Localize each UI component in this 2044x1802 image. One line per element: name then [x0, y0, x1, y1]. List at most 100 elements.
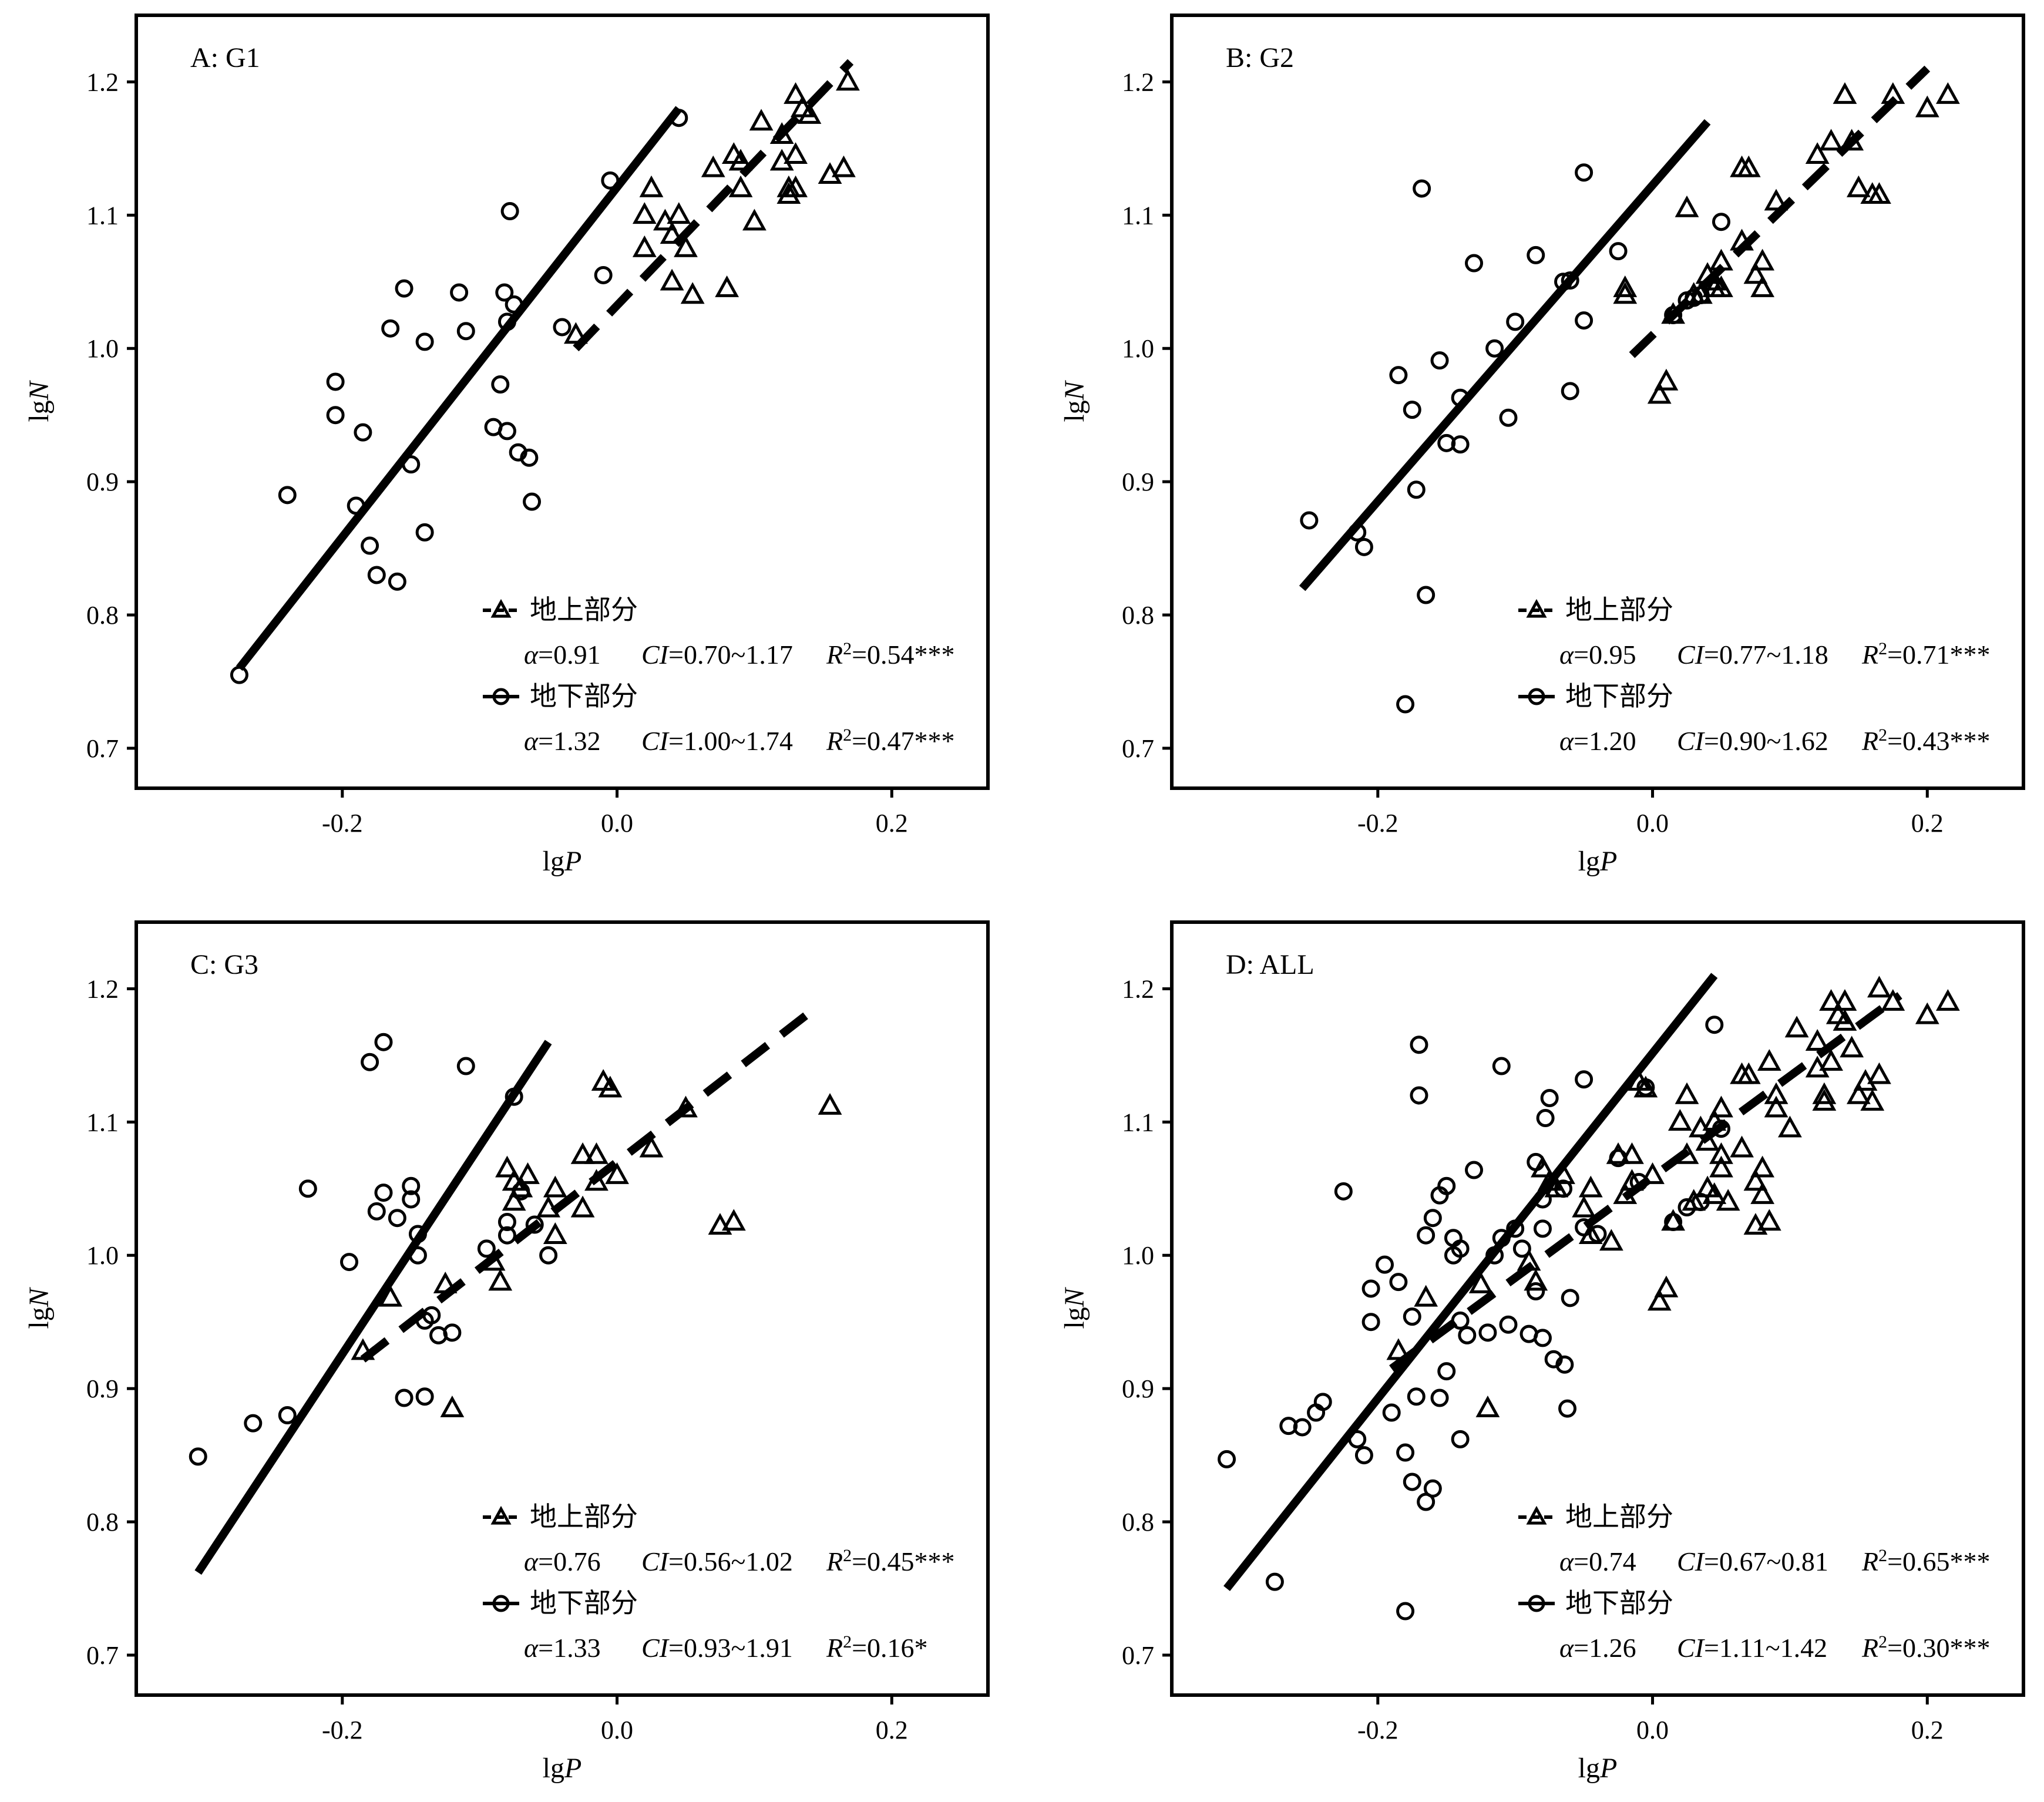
triangle-point — [1599, 1229, 1623, 1251]
y-tick-label: 1.1 — [86, 1108, 119, 1137]
circle-point — [1403, 1307, 1421, 1326]
triangle-point — [378, 1285, 403, 1307]
triangle-point — [1846, 175, 1871, 197]
circle-point — [278, 1406, 297, 1425]
legend-label: 地上部分 — [530, 595, 638, 625]
circle-point — [374, 1184, 393, 1202]
legend-label: 地上部分 — [530, 1502, 638, 1532]
triangle-point — [1935, 82, 1960, 104]
circle-point — [1609, 242, 1628, 261]
circle-point — [1561, 382, 1579, 401]
x-tick-label: 0.0 — [1636, 1716, 1669, 1744]
circle-point — [1465, 254, 1484, 273]
triangle-point — [1743, 262, 1768, 284]
x-axis-label: lgP — [543, 1753, 582, 1784]
y-axis-label: lgN — [1059, 379, 1090, 422]
circle-point — [1293, 1418, 1312, 1437]
triangle-point — [1743, 1213, 1768, 1235]
triangle-point — [836, 69, 860, 91]
circle-point — [1403, 1472, 1421, 1491]
stat-alpha: α=1.32 — [524, 726, 601, 756]
circle-point — [553, 318, 571, 337]
series-aboveground — [1386, 976, 1960, 1417]
triangle-point — [1778, 1115, 1802, 1138]
circle-point — [523, 492, 542, 511]
y-tick-label: 1.0 — [86, 1241, 119, 1270]
triangle-point — [1812, 1089, 1837, 1111]
circle-point — [388, 1209, 406, 1228]
y-tick-label: 0.9 — [1122, 468, 1154, 496]
circle-point — [1313, 1393, 1332, 1411]
circle-point — [512, 1182, 530, 1201]
circle-point — [500, 202, 519, 221]
circle-point — [539, 1246, 558, 1265]
triangle-point — [516, 1162, 540, 1184]
circle-point — [1558, 1399, 1577, 1418]
circle-point — [594, 265, 613, 284]
legend: 地上部分 α=0.91 CI=0.70~1.17 R2=0.54*** 地下部分 α=1.… — [483, 595, 955, 756]
y-tick-label: 0.8 — [86, 1508, 119, 1537]
triangle-point — [1846, 1082, 1871, 1104]
circle-point — [1389, 366, 1408, 385]
circle-point — [422, 1306, 441, 1324]
circle-point — [1403, 401, 1421, 419]
circle-point — [278, 486, 297, 505]
circle-point — [415, 523, 434, 542]
triangle-point — [1935, 989, 1960, 1011]
circle-point — [1575, 1070, 1593, 1089]
circle-point — [1506, 312, 1525, 331]
triangle-point — [1709, 1095, 1733, 1118]
circle-point — [1389, 1273, 1408, 1292]
dashed-fit-line — [573, 59, 854, 352]
y-tick-label: 1.1 — [86, 201, 119, 230]
triangle-point — [1915, 1002, 1939, 1024]
circle-point — [1396, 695, 1415, 714]
circle-point — [1554, 1179, 1573, 1198]
stat-ci: CI=1.11~1.42 — [1677, 1633, 1827, 1663]
circle-point — [1536, 1109, 1555, 1128]
triangle-point — [1709, 1142, 1733, 1164]
triangle-point — [1709, 275, 1733, 297]
stat-ci: CI=0.56~1.02 — [641, 1547, 793, 1576]
circle-point — [415, 1387, 434, 1406]
legend-triangle — [1526, 599, 1547, 618]
triangle-point — [1819, 989, 1843, 1011]
y-tick-label: 1.2 — [86, 974, 119, 1003]
circle-point — [361, 536, 379, 555]
triangle-point — [632, 202, 657, 224]
triangle-point — [564, 322, 588, 344]
panel-a: -0.2 0.0 0.2 0.7 0.8 0.9 1.0 1.1 1.2 lgP lgN A: G1 地… — [23, 14, 990, 877]
y-tick-label: 1.2 — [1122, 974, 1154, 1003]
legend-label: 地上部分 — [1565, 595, 1673, 625]
circle-point — [1265, 1572, 1284, 1591]
circle-point — [402, 1176, 421, 1195]
triangle-point — [1833, 989, 1857, 1011]
triangle-point — [639, 175, 664, 197]
x-tick-label: -0.2 — [322, 809, 363, 838]
legend-label: 地下部分 — [1565, 681, 1673, 711]
triangle-point — [1840, 1036, 1864, 1058]
circle-point — [1437, 1176, 1456, 1195]
x-tick-label: -0.2 — [1357, 809, 1398, 838]
triangle-point — [1414, 1285, 1438, 1307]
circle-point — [1588, 1225, 1607, 1243]
circle-point — [1354, 537, 1373, 556]
legend-label: 地下部分 — [530, 1588, 638, 1618]
stat-ci: CI=0.90~1.62 — [1677, 726, 1828, 756]
solid-fit-line — [236, 106, 683, 671]
triangle-point — [1572, 1195, 1596, 1218]
y-tick-label: 1.0 — [86, 334, 119, 363]
triangle-point — [570, 1195, 595, 1218]
circle-point — [1451, 1311, 1470, 1330]
y-tick-label: 1.0 — [1122, 334, 1154, 363]
triangle-point — [1654, 368, 1679, 391]
circle-point — [244, 1414, 263, 1433]
triangle-point — [1784, 1016, 1809, 1038]
triangle-point — [1805, 1029, 1830, 1051]
triangle-point — [1764, 1082, 1788, 1104]
triangle-point — [818, 1092, 842, 1115]
legend-circle — [492, 688, 510, 705]
y-tick-label: 0.7 — [86, 1641, 119, 1670]
triangle-point — [721, 1209, 746, 1231]
